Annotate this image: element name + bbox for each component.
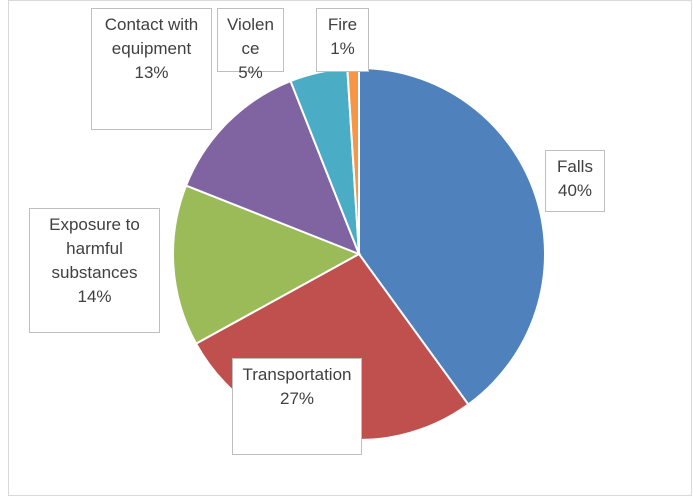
label-value: 27%	[279, 389, 315, 408]
pie-slice	[172, 184, 362, 345]
label-category: Falls	[557, 157, 593, 176]
chart-border	[8, 0, 692, 496]
label-value: 40%	[557, 181, 593, 200]
label-category: Transportation	[242, 365, 352, 384]
data-label: Exposure to harmful substances 14%	[29, 208, 160, 333]
label-value: 13%	[134, 63, 169, 82]
data-label: Contact with equipment 13%	[91, 8, 212, 130]
pie-slice	[358, 66, 546, 406]
label-category: Exposure to harmful substances	[49, 215, 140, 282]
label-category: Contact with equipment	[104, 15, 199, 58]
data-label: Violence 5%	[217, 8, 284, 82]
data-label: Transportation 27%	[232, 358, 362, 455]
label-value: 1%	[330, 39, 355, 58]
pie-slice	[184, 79, 361, 256]
label-category: Violence	[227, 15, 274, 58]
data-label: Falls 40%	[545, 150, 605, 212]
label-category: Fire	[327, 15, 358, 34]
label-value: 14%	[77, 287, 112, 306]
data-label: Fire 1%	[316, 8, 369, 72]
label-value: 5%	[238, 63, 263, 82]
